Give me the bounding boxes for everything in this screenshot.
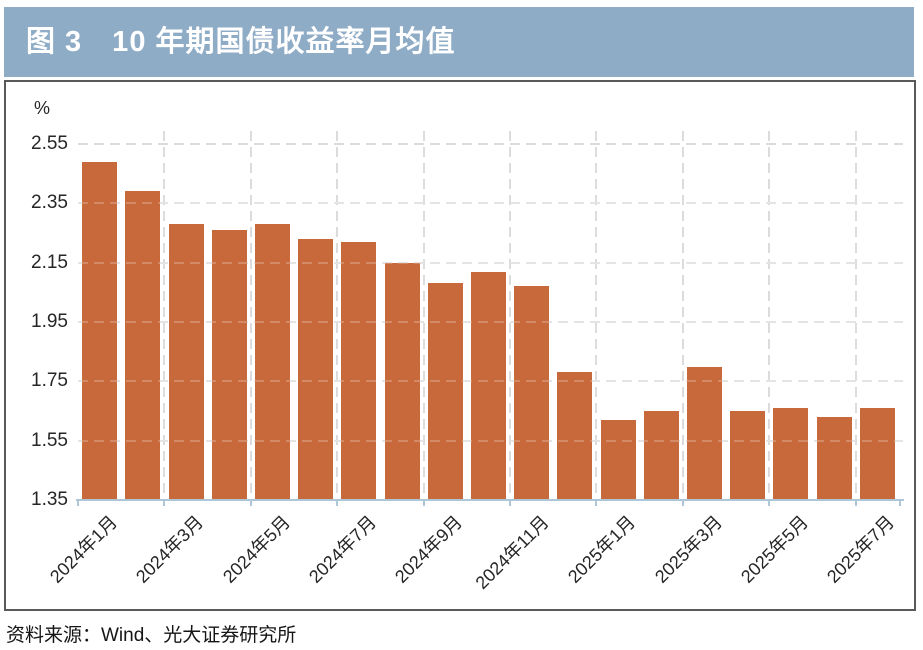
chart-bar [125,191,161,500]
chart-area: % 2.55 2.35 2.15 1.95 1.75 1.55 1.35 2024年1月 202… [6,82,910,605]
x-tick-label: 2025年7月 [823,511,899,587]
x-axis-tick [77,501,79,506]
x-axis-tick [422,501,425,506]
chart-bar [211,230,247,500]
y-tick-label: 2.15 [31,251,68,273]
h-gridline [78,202,903,205]
v-gridline [595,131,598,500]
x-tick-label: 2024年11月 [471,511,553,593]
h-gridline-overlay [78,202,903,205]
h-gridline-overlay [78,321,903,323]
x-axis-tick [898,501,901,506]
v-gridline [854,131,857,500]
v-gridline [509,131,511,500]
x-tick-label: 2024年1月 [45,511,121,587]
x-axis-tick [163,501,166,506]
figure-title: 图 3 10 年期国债收益率月均值 [26,26,456,58]
x-axis-line [76,499,904,501]
v-gridline [768,131,771,500]
x-tick-label: 2024年7月 [304,511,380,587]
y-axis-unit-label: % [34,98,51,118]
h-gridline-overlay [78,380,903,383]
chart-bar [298,238,334,500]
chart-bar [255,224,290,500]
x-tick-label: 2025年1月 [564,511,640,587]
y-tick-label: 1.35 [31,489,68,510]
h-gridline-overlay [78,439,903,442]
x-axis-tick [509,501,511,506]
v-gridline [249,131,252,500]
chart-bar [687,366,722,500]
chart-bar [341,241,377,500]
chart-bar [514,286,550,500]
x-axis-tick [336,501,339,506]
x-tick-label: 2024年9月 [391,511,467,587]
chart-bar [600,419,636,500]
x-axis-tick [595,501,598,506]
chart-bar [557,372,593,500]
chart-bar [816,416,852,500]
y-tick-label: 1.75 [31,370,68,392]
chart-bar [730,411,766,500]
chart-bar [427,283,463,500]
chart-bar [643,411,679,500]
y-tick-label: 2.55 [31,133,68,154]
chart-bar [859,408,895,500]
h-gridline [78,143,903,145]
x-axis-tick [854,501,857,506]
figure-header: 图 3 10 年期国债收益率月均值 [4,7,914,77]
y-tick-label: 1.95 [31,311,68,332]
chart-bar [82,161,118,500]
x-tick-label: 2025年3月 [650,511,726,587]
v-gridline [422,131,425,500]
v-gridline [336,131,339,500]
h-gridline [78,261,903,264]
y-tick-label: 2.35 [31,192,68,214]
y-tick-label: 1.55 [31,429,68,451]
x-tick-label: 2024年3月 [132,511,208,587]
x-tick-label: 2024年5月 [218,511,294,587]
chart-bar [773,408,809,500]
chart-bar [471,271,506,500]
chart-panel: % 2.55 2.35 2.15 1.95 1.75 1.55 1.35 2024年1月 202… [4,80,916,611]
h-gridline-overlay [78,261,903,264]
x-axis-tick [249,501,252,506]
x-axis-tick [768,501,771,506]
chart-bar [168,224,204,500]
x-axis-tick [681,501,684,506]
x-tick-label: 2025年5月 [736,511,812,587]
chart-bar [384,262,420,500]
v-gridline [163,131,166,500]
source-note: 资料来源：Wind、光大证券研究所 [6,625,297,646]
v-gridline [681,131,684,500]
